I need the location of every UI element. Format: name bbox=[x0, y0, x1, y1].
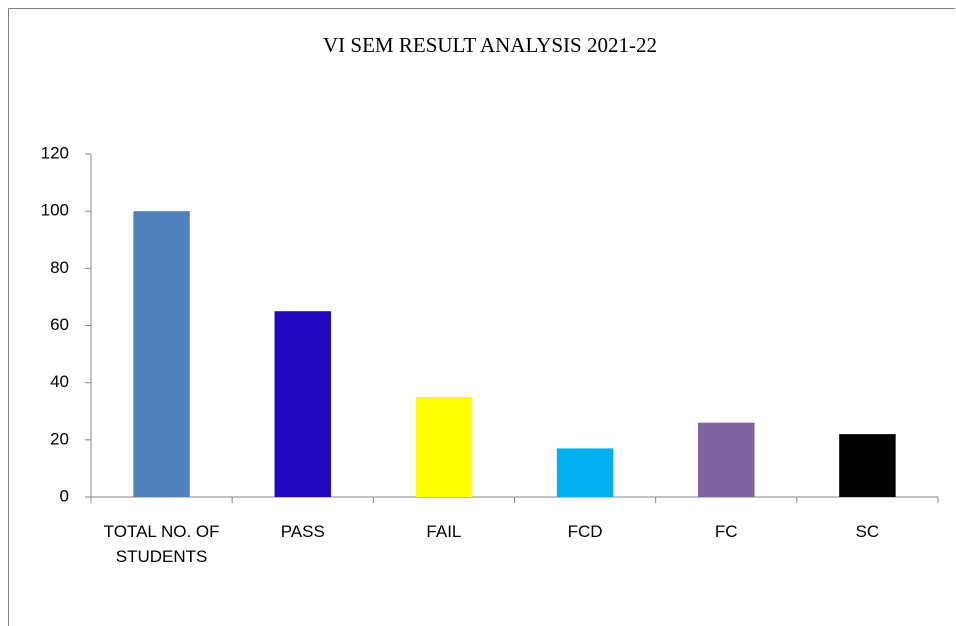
x-tick-label: SC bbox=[855, 522, 880, 541]
x-tick-label: TOTAL NO. OF STUDENTS bbox=[103, 522, 220, 566]
bar bbox=[839, 434, 896, 497]
y-tick-label: 0 bbox=[60, 486, 69, 505]
y-tick-label: 100 bbox=[41, 201, 69, 220]
bar bbox=[133, 211, 190, 497]
x-tick-label: FAIL bbox=[426, 522, 462, 541]
y-tick-label: 80 bbox=[50, 258, 69, 277]
bar bbox=[274, 311, 331, 497]
bar bbox=[556, 448, 614, 497]
y-tick-label: 40 bbox=[50, 372, 69, 391]
x-tick-label: PASS bbox=[280, 522, 325, 541]
bar bbox=[415, 396, 473, 497]
x-tick-label: FC bbox=[714, 522, 738, 541]
y-tick-label: 60 bbox=[50, 315, 69, 334]
chart-title: VI SEM RESULT ANALYSIS 2021-22 bbox=[323, 33, 657, 57]
y-tick-label: 120 bbox=[41, 143, 69, 162]
x-tick-label: FCD bbox=[567, 522, 603, 541]
y-tick-label: 20 bbox=[50, 429, 69, 448]
bar bbox=[698, 422, 755, 497]
